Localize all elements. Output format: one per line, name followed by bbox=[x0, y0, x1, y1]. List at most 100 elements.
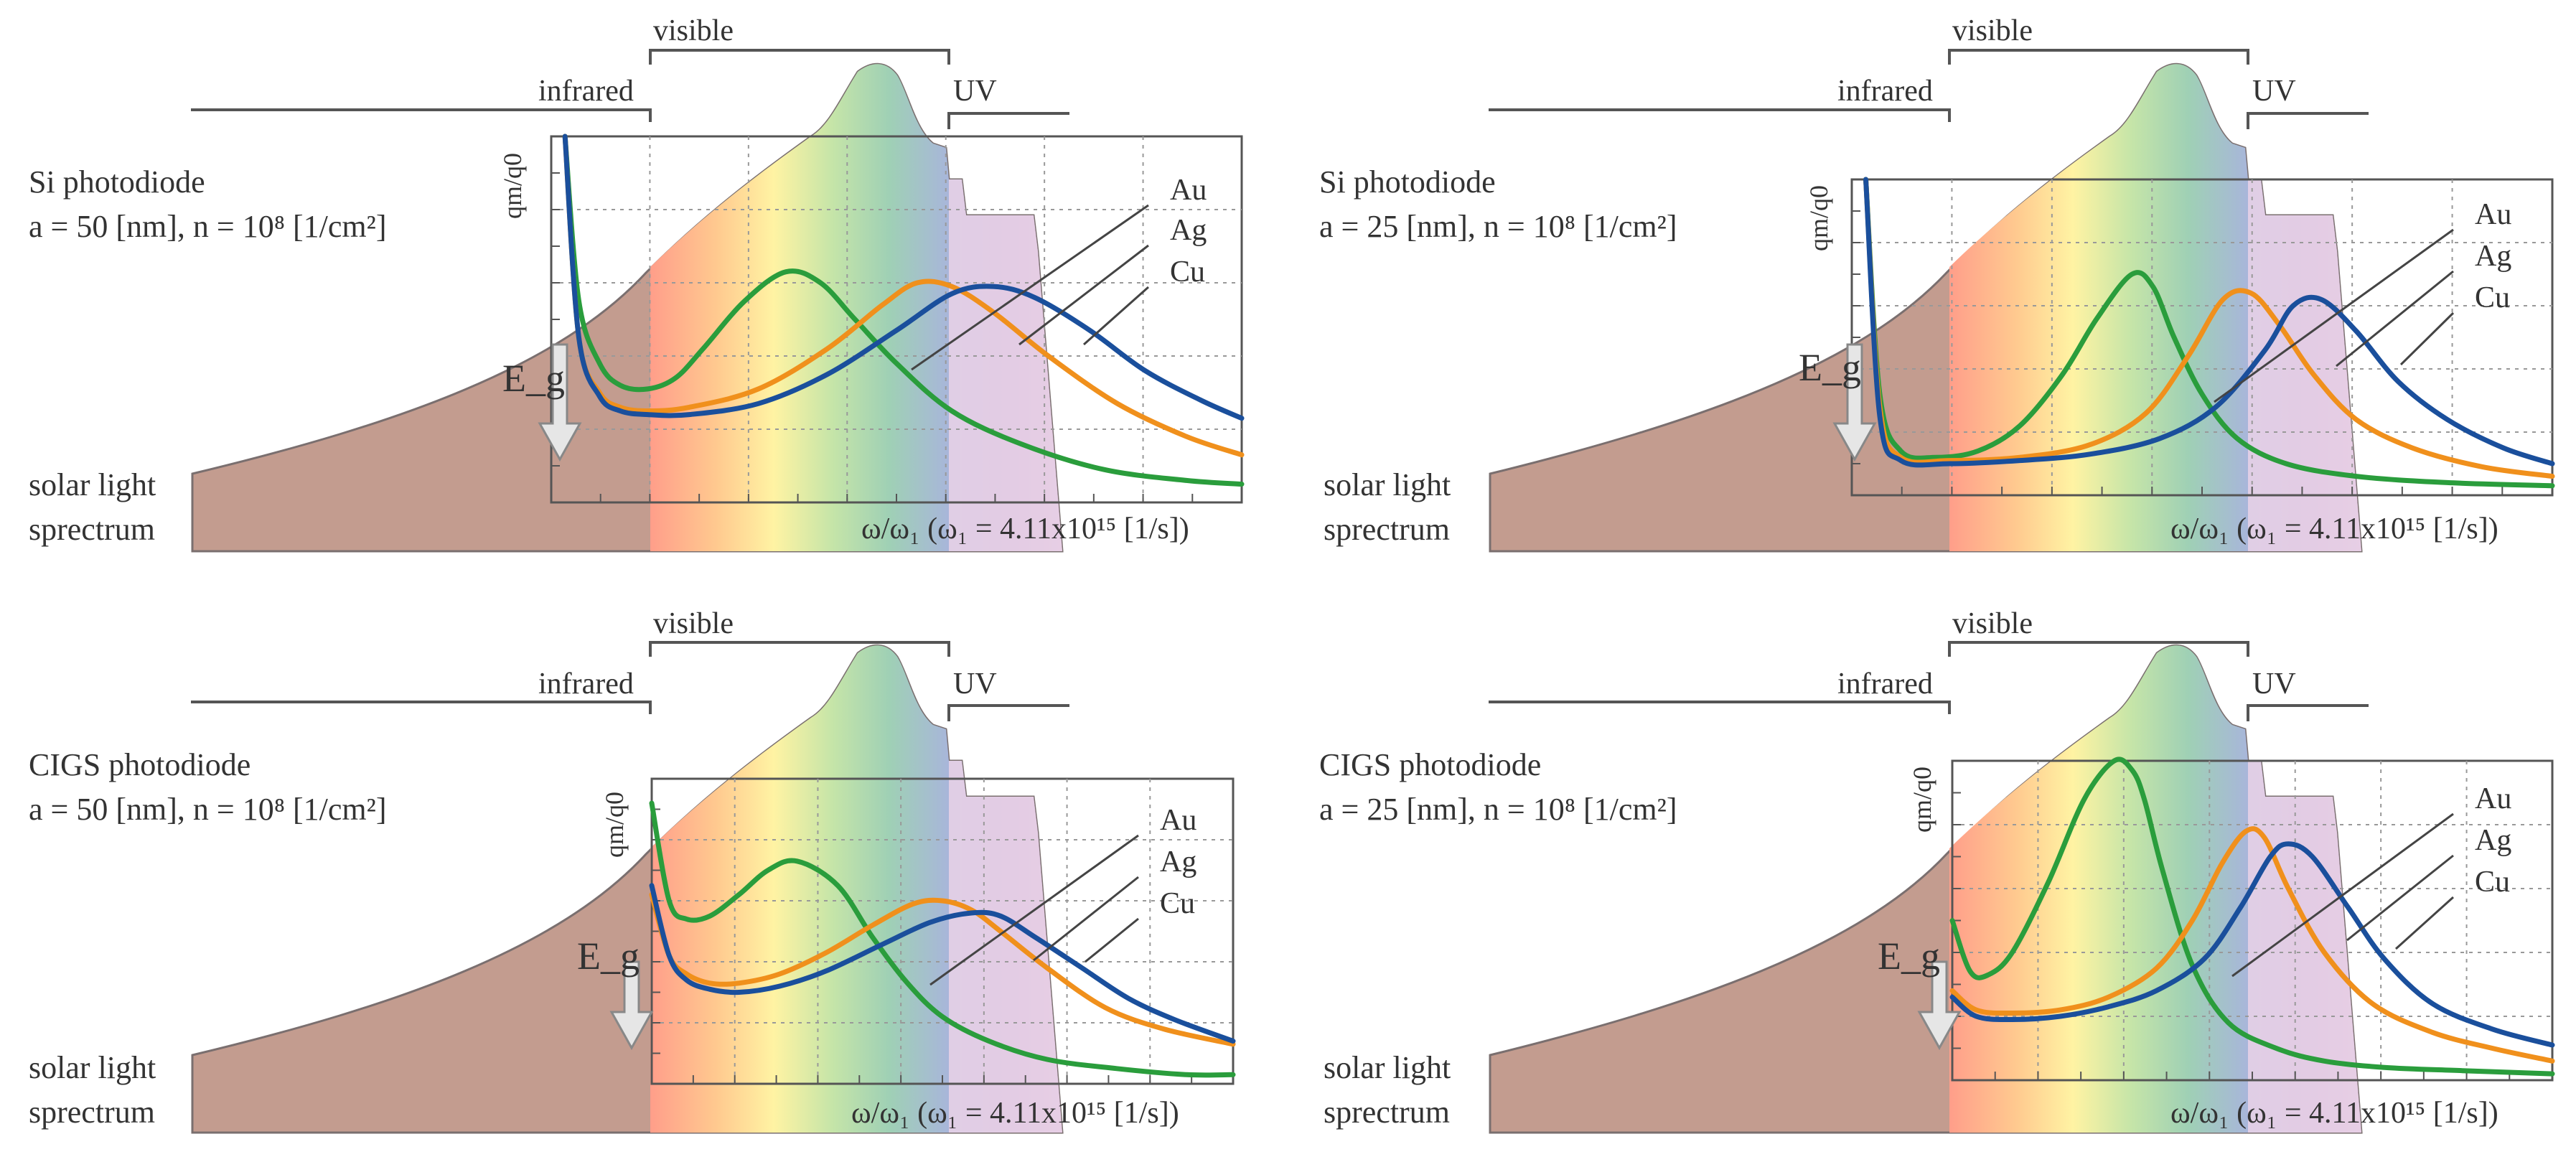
y-axis-label: qm/q0 bbox=[1804, 185, 1833, 251]
band-brackets bbox=[191, 49, 1069, 129]
series-line-cu bbox=[649, 883, 1236, 1044]
y-axis-label: qm/q0 bbox=[498, 153, 527, 219]
uv-band-fill bbox=[949, 179, 1062, 551]
egap-label: E_g bbox=[1799, 346, 1861, 389]
panel-subtitle: a = 50 [nm], n = 10⁸ [1/cm²] bbox=[29, 209, 387, 244]
sun-label-line2: sprectrum bbox=[29, 512, 155, 547]
pointer-cu bbox=[2394, 896, 2455, 950]
sun-label-line2: sprectrum bbox=[29, 1095, 155, 1130]
egap-arrow: E_g bbox=[502, 343, 582, 462]
infrared-label: infrared bbox=[538, 668, 634, 701]
series-line-cu bbox=[1863, 177, 2555, 468]
curve-labels: Au Ag Cu bbox=[929, 804, 1196, 986]
uv-label: UV bbox=[2252, 75, 2296, 108]
panel-subtitle: a = 25 [nm], n = 10⁸ [1/cm²] bbox=[1319, 209, 1677, 244]
label-ag: Ag bbox=[2475, 240, 2511, 273]
curve-labels: Au Ag Cu bbox=[2231, 782, 2511, 978]
egap-arrow: E_g bbox=[1799, 343, 1877, 462]
label-ag: Ag bbox=[1170, 214, 1207, 247]
uv-band-fill bbox=[2248, 761, 2361, 1133]
series-layer bbox=[562, 134, 1245, 487]
series-line-ag bbox=[1863, 177, 2555, 479]
egap-arrow: E_g bbox=[1878, 934, 1962, 1051]
series-layer bbox=[1949, 756, 2555, 1077]
label-au: Au bbox=[1170, 174, 1207, 207]
band-brackets bbox=[1489, 49, 2369, 129]
infrared-label: infrared bbox=[538, 75, 634, 108]
series-layer bbox=[649, 800, 1236, 1078]
label-cu: Cu bbox=[1160, 887, 1195, 920]
series-line-ag bbox=[1949, 826, 2555, 1064]
uv-label: UV bbox=[2252, 668, 2296, 701]
pointer-ag bbox=[1018, 244, 1149, 346]
series-line-cu bbox=[1949, 841, 2555, 1048]
sun-label-line2: sprectrum bbox=[1324, 512, 1450, 547]
sun-label-line1: solar light bbox=[29, 467, 156, 502]
pointer-ag bbox=[2346, 854, 2454, 942]
y-axis-label: qm/q0 bbox=[600, 792, 629, 858]
panel-title: CIGS photodiode bbox=[1319, 747, 1541, 782]
label-au: Au bbox=[1160, 804, 1196, 837]
x-axis-label: ω/ω₁ (ω₁ = 4.11x10¹⁵ [1/s]) bbox=[861, 512, 1189, 545]
label-au: Au bbox=[2475, 198, 2511, 231]
plot-frame bbox=[550, 135, 1243, 504]
visible-label: visible bbox=[653, 607, 734, 640]
egap-arrow: E_g bbox=[577, 934, 654, 1051]
plot-frame bbox=[1951, 759, 2554, 1082]
pointer-au bbox=[911, 204, 1149, 371]
label-cu: Cu bbox=[2475, 281, 2510, 314]
plot-frame bbox=[650, 777, 1235, 1085]
pointer-ag bbox=[1033, 876, 1139, 962]
sun-label-line1: solar light bbox=[1324, 1050, 1451, 1085]
panel-cigs-50nm: CIGS photodiode a = 50 [nm], n = 10⁸ [1/… bbox=[29, 607, 1236, 1134]
band-brackets bbox=[1489, 641, 2369, 721]
panel-title: CIGS photodiode bbox=[29, 747, 250, 782]
series-line-cu bbox=[562, 134, 1245, 421]
egap-label: E_g bbox=[502, 357, 565, 400]
visible-label: visible bbox=[653, 14, 734, 47]
label-cu: Cu bbox=[2475, 866, 2510, 899]
panel-subtitle: a = 25 [nm], n = 10⁸ [1/cm²] bbox=[1319, 792, 1677, 827]
label-ag: Ag bbox=[2475, 824, 2511, 857]
x-axis-label: ω/ω₁ (ω₁ = 4.11x10¹⁵ [1/s]) bbox=[851, 1097, 1179, 1130]
sun-label-line1: solar light bbox=[29, 1050, 156, 1085]
sun-label-line2: sprectrum bbox=[1324, 1095, 1450, 1130]
label-au: Au bbox=[2475, 782, 2511, 815]
panel-title: Si photodiode bbox=[29, 164, 205, 200]
plot-frame bbox=[1850, 178, 2554, 497]
pointer-au bbox=[929, 834, 1139, 986]
panel-title: Si photodiode bbox=[1319, 164, 1496, 200]
uv-label: UV bbox=[953, 75, 997, 108]
label-cu: Cu bbox=[1170, 256, 1205, 289]
infrared-label: infrared bbox=[1837, 75, 1933, 108]
sun-label-line1: solar light bbox=[1324, 467, 1451, 502]
egap-label: E_g bbox=[1878, 934, 1940, 978]
egap-label: E_g bbox=[577, 934, 640, 978]
series-line-au bbox=[649, 800, 1236, 1078]
pointer-au bbox=[2214, 228, 2454, 403]
band-brackets bbox=[191, 641, 1069, 721]
pointer-cu bbox=[1083, 286, 1149, 346]
pointer-cu bbox=[2399, 312, 2455, 366]
visible-label: visible bbox=[1952, 14, 2033, 47]
panel-cigs-25nm: CIGS photodiode a = 25 [nm], n = 10⁸ [1/… bbox=[1319, 607, 2555, 1134]
curve-labels: Au Ag Cu bbox=[911, 174, 1207, 371]
series-line-ag bbox=[649, 892, 1236, 1047]
x-axis-label: ω/ω₁ (ω₁ = 4.11x10¹⁵ [1/s]) bbox=[2170, 512, 2498, 545]
series-layer bbox=[1863, 177, 2555, 489]
uv-band-fill bbox=[949, 761, 1062, 1133]
series-line-au bbox=[1863, 177, 2555, 489]
panel-subtitle: a = 50 [nm], n = 10⁸ [1/cm²] bbox=[29, 792, 387, 827]
pointer-cu bbox=[1085, 917, 1139, 963]
series-line-au bbox=[562, 134, 1245, 487]
pointer-au bbox=[2231, 812, 2454, 978]
pointer-ag bbox=[2336, 270, 2454, 367]
panel-si-50nm: Si photodiode a = 50 [nm], n = 10⁸ [1/cm… bbox=[29, 14, 1245, 553]
x-axis-label: ω/ω₁ (ω₁ = 4.11x10¹⁵ [1/s]) bbox=[2170, 1097, 2498, 1130]
curve-labels: Au Ag Cu bbox=[2214, 198, 2511, 403]
visible-label: visible bbox=[1952, 607, 2033, 640]
uv-label: UV bbox=[953, 668, 997, 701]
panel-si-25nm: Si photodiode a = 25 [nm], n = 10⁸ [1/cm… bbox=[1319, 14, 2555, 553]
